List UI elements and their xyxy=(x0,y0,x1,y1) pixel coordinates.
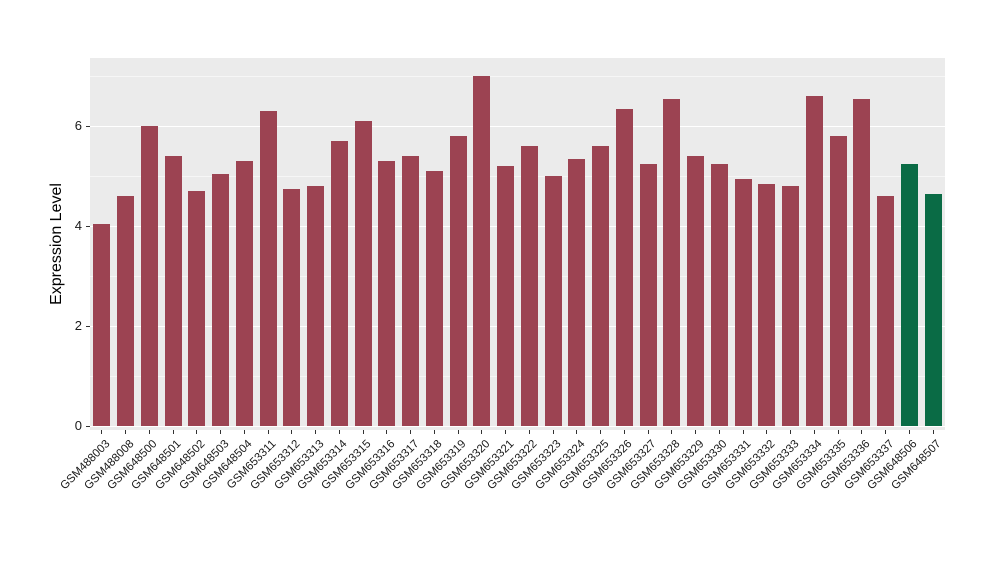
x-axis-tick-mark xyxy=(742,430,744,434)
bar xyxy=(805,96,823,426)
bar xyxy=(497,166,515,426)
bar xyxy=(425,171,443,426)
bar xyxy=(877,196,895,426)
bar xyxy=(93,223,111,426)
x-axis-tick-mark xyxy=(837,430,839,434)
x-axis-tick-mark xyxy=(315,430,317,434)
bar xyxy=(829,136,847,426)
bar xyxy=(378,161,396,426)
x-axis-tick-mark xyxy=(291,430,293,434)
gridline-minor xyxy=(90,76,945,77)
bar xyxy=(639,163,657,426)
x-axis-tick-mark xyxy=(148,430,150,434)
y-axis-tick-label: 4 xyxy=(74,218,82,233)
bar xyxy=(283,188,301,426)
bar xyxy=(188,191,206,426)
y-axis-tick-mark xyxy=(86,126,90,127)
x-axis-tick-mark xyxy=(908,430,910,434)
x-axis-tick-mark xyxy=(505,430,507,434)
x-axis-tick-mark xyxy=(718,430,720,434)
bar xyxy=(710,163,728,426)
x-axis-tick-mark xyxy=(552,430,554,434)
x-axis-tick-mark xyxy=(362,430,364,434)
bar xyxy=(473,76,491,426)
y-axis-tick-mark xyxy=(86,326,90,327)
bar xyxy=(330,141,348,426)
x-axis-tick-mark xyxy=(600,430,602,434)
x-axis-tick-mark xyxy=(481,430,483,434)
bar xyxy=(259,111,277,426)
bar xyxy=(117,196,135,426)
plot-area xyxy=(90,58,945,430)
x-axis-tick-mark xyxy=(196,430,198,434)
x-axis-tick-mark xyxy=(528,430,530,434)
x-axis-tick-mark xyxy=(457,430,459,434)
y-axis-title: Expression Level xyxy=(48,183,65,305)
x-axis-tick-mark xyxy=(101,430,103,434)
gridline-minor xyxy=(90,376,945,377)
x-axis-tick-mark xyxy=(766,430,768,434)
x-axis-tick-mark xyxy=(885,430,887,434)
y-axis-tick-mark xyxy=(86,226,90,227)
bar xyxy=(853,98,871,426)
x-axis-tick-mark xyxy=(790,430,792,434)
bar xyxy=(924,193,942,426)
x-axis-tick-mark xyxy=(932,430,934,434)
bar xyxy=(449,136,467,426)
bar xyxy=(164,156,182,426)
x-axis-tick-mark xyxy=(386,430,388,434)
bar xyxy=(734,178,752,426)
x-axis-tick-mark xyxy=(813,430,815,434)
bar xyxy=(140,126,158,426)
gridline-major xyxy=(90,326,945,327)
gridline-major xyxy=(90,226,945,227)
bar xyxy=(900,163,918,426)
gridline-major xyxy=(90,126,945,127)
x-axis-tick-mark xyxy=(267,430,269,434)
bar xyxy=(354,121,372,426)
x-axis-tick-mark xyxy=(172,430,174,434)
y-axis-tick-label: 6 xyxy=(74,118,82,133)
bar xyxy=(212,173,230,426)
bar xyxy=(663,98,681,426)
bar xyxy=(544,176,562,426)
x-axis-tick-mark xyxy=(861,430,863,434)
x-axis-tick-mark xyxy=(695,430,697,434)
x-axis-tick-mark xyxy=(647,430,649,434)
bar xyxy=(235,161,253,426)
y-axis-tick-label: 2 xyxy=(74,318,82,333)
x-axis-tick-mark xyxy=(433,430,435,434)
y-axis-tick-label: 0 xyxy=(74,418,82,433)
x-axis-tick-mark xyxy=(576,430,578,434)
bar xyxy=(782,186,800,426)
y-axis-tick-mark xyxy=(86,426,90,427)
bar xyxy=(758,183,776,426)
bar xyxy=(402,156,420,426)
x-axis-tick-mark xyxy=(623,430,625,434)
gridline-minor xyxy=(90,276,945,277)
bar xyxy=(307,186,325,426)
x-axis-tick-mark xyxy=(125,430,127,434)
gridline-minor xyxy=(90,176,945,177)
bar xyxy=(687,156,705,426)
x-axis-tick-mark xyxy=(243,430,245,434)
x-axis-tick-mark xyxy=(410,430,412,434)
bar xyxy=(615,108,633,426)
x-axis-tick-mark xyxy=(220,430,222,434)
bar xyxy=(568,158,586,426)
bar xyxy=(520,146,538,426)
gridline-major xyxy=(90,426,945,427)
bar xyxy=(592,146,610,426)
x-axis-tick-mark xyxy=(671,430,673,434)
x-axis-tick-mark xyxy=(338,430,340,434)
